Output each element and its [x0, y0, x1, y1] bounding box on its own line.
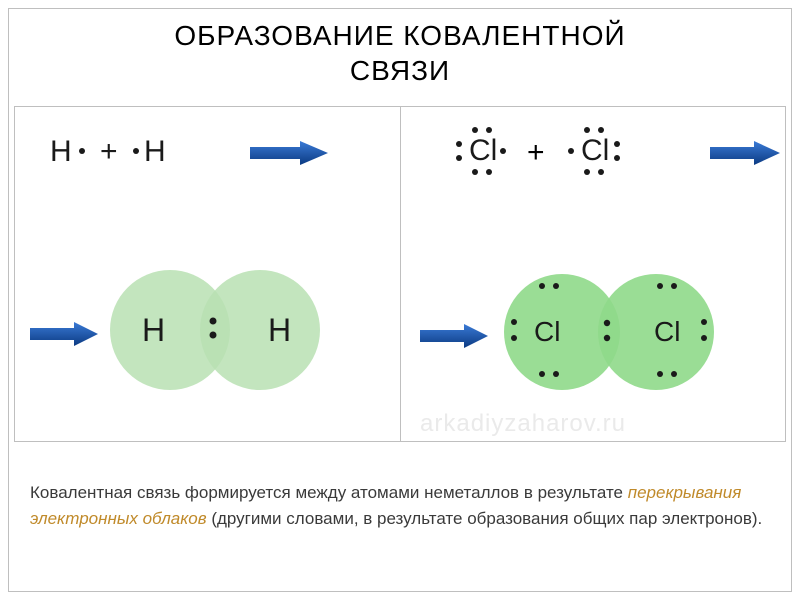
caption-post: (другими словами, в результате образован… — [207, 509, 763, 528]
arrow-icon — [250, 138, 330, 168]
shared-pair-dots — [206, 316, 220, 340]
electron-dot — [132, 147, 140, 155]
caption-text: Ковалентная связь формируется между атом… — [30, 480, 770, 531]
plus-sign: + — [100, 135, 118, 169]
electron-dot — [78, 147, 86, 155]
atom-label-h: H — [142, 312, 165, 349]
h1-symbol: H — [50, 135, 72, 168]
arrow-icon — [710, 138, 782, 168]
cl-lewis-right: Cl — [557, 122, 627, 182]
svg-text:Cl: Cl — [581, 134, 609, 167]
arrow-icon — [420, 322, 490, 350]
title-line1: ОБРАЗОВАНИЕ КОВАЛЕНТНОЙ — [40, 18, 760, 53]
cl-lewis-left: Cl — [445, 122, 515, 182]
right-equation: Cl + Cl — [445, 122, 645, 182]
left-molecule: H H — [110, 260, 350, 400]
plus-sign: + — [527, 136, 545, 170]
left-equation: H + H — [50, 135, 72, 169]
caption-pre: Ковалентная связь формируется между атом… — [30, 483, 628, 502]
right-molecule: Cl Cl — [500, 270, 730, 400]
h2-symbol: H — [144, 135, 166, 169]
arrow-icon — [30, 320, 100, 348]
atom-label-h: H — [268, 312, 291, 349]
lone-pair-dots — [500, 270, 730, 400]
panel-divider — [400, 106, 401, 442]
title-line2: СВЯЗИ — [40, 53, 760, 88]
page-title: ОБРАЗОВАНИЕ КОВАЛЕНТНОЙ СВЯЗИ — [40, 18, 760, 88]
watermark-text: arkadiyzaharov.ru — [420, 410, 626, 438]
svg-text:Cl: Cl — [469, 134, 497, 167]
